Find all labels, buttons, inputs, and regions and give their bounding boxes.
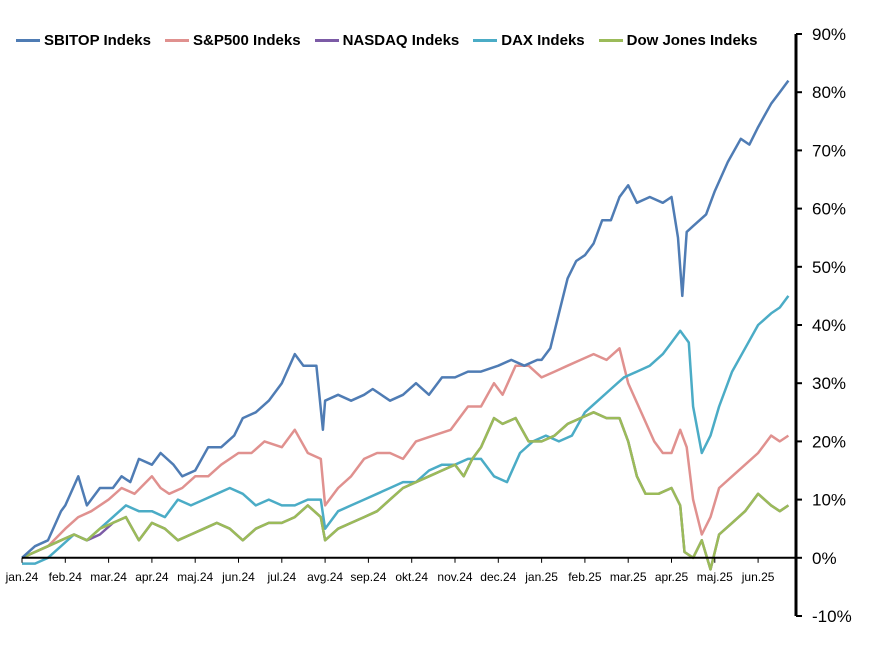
legend-swatch: [598, 39, 623, 42]
y-tick-label: 90%: [812, 25, 846, 44]
y-tick-label: -10%: [812, 607, 852, 626]
legend-item-dax-indeks: DAX Indeks: [473, 32, 585, 49]
x-tick-label: jun.24: [221, 570, 255, 584]
x-tick-label: apr.25: [655, 570, 689, 584]
legend-swatch: [165, 39, 189, 42]
x-tick-label: jan.25: [524, 570, 558, 584]
x-tick-label: nov.24: [437, 570, 472, 584]
x-tick-label: maj.24: [177, 570, 213, 584]
legend-item-nasdaq-indeks: NASDAQ Indeks: [314, 32, 460, 49]
x-tick-label: jun.25: [741, 570, 775, 584]
x-tick-label: maj.25: [697, 570, 733, 584]
series-line-sbitop-indeks: [21, 79, 790, 559]
x-tick-label: jan.24: [5, 570, 39, 584]
y-tick-label: 70%: [812, 141, 846, 160]
legend-label: DAX Indeks: [501, 32, 585, 49]
series-line-dax-indeks: [22, 295, 790, 565]
legend-item-sbitop-indeks: SBITOP Indeks: [16, 32, 151, 49]
axes: [22, 34, 798, 616]
x-tick-label: feb.25: [568, 570, 602, 584]
chart-legend: SBITOP Indeks S&P500 Indeks NASDAQ Indeks D…: [16, 32, 772, 49]
y-tick-label: 10%: [812, 491, 846, 510]
x-tick-label: feb.24: [49, 570, 83, 584]
series-lines: [21, 79, 790, 571]
x-tick-label: okt.24: [395, 570, 428, 584]
y-tick-label: 60%: [812, 200, 846, 219]
series-line-dow-jones-indeks: [21, 411, 790, 571]
y-tick-label: 0%: [812, 549, 837, 568]
legend-label: S&P500 Indeks: [193, 32, 301, 49]
y-axis-ticks: 90% 80% 70% 60% 50% 40% 30% 20% 10% 0% -10%: [796, 25, 852, 626]
y-tick-label: 50%: [812, 258, 846, 277]
x-tick-label: apr.24: [135, 570, 169, 584]
legend-label: NASDAQ Indeks: [342, 32, 460, 49]
legend-item-s-p500-indeks: S&P500 Indeks: [165, 32, 301, 49]
y-tick-label: 20%: [812, 432, 846, 451]
x-tick-label: jul.24: [266, 570, 296, 584]
y-tick-label: 40%: [812, 316, 846, 335]
legend-swatch: [473, 39, 498, 42]
legend-label: SBITOP Indeks: [44, 32, 151, 49]
legend-swatch: [314, 39, 339, 42]
x-tick-label: avg.24: [307, 570, 343, 584]
legend-swatch: [16, 39, 40, 42]
x-tick-label: sep.24: [350, 570, 386, 584]
y-tick-label: 80%: [812, 83, 846, 102]
y-tick-label: 30%: [812, 374, 846, 393]
series-line-s-p500-indeks: [21, 347, 790, 559]
x-tick-label: dec.24: [480, 570, 516, 584]
legend-item-dow-jones-indeks: Dow Jones Indeks: [598, 32, 758, 49]
legend-label: Dow Jones Indeks: [626, 32, 758, 49]
x-axis-ticks: jan.24 feb.24 mar.24 apr.24 maj.24 jun.24 jul.…: [5, 557, 775, 584]
x-tick-label: mar.25: [610, 570, 647, 584]
x-tick-label: mar.24: [90, 570, 127, 584]
